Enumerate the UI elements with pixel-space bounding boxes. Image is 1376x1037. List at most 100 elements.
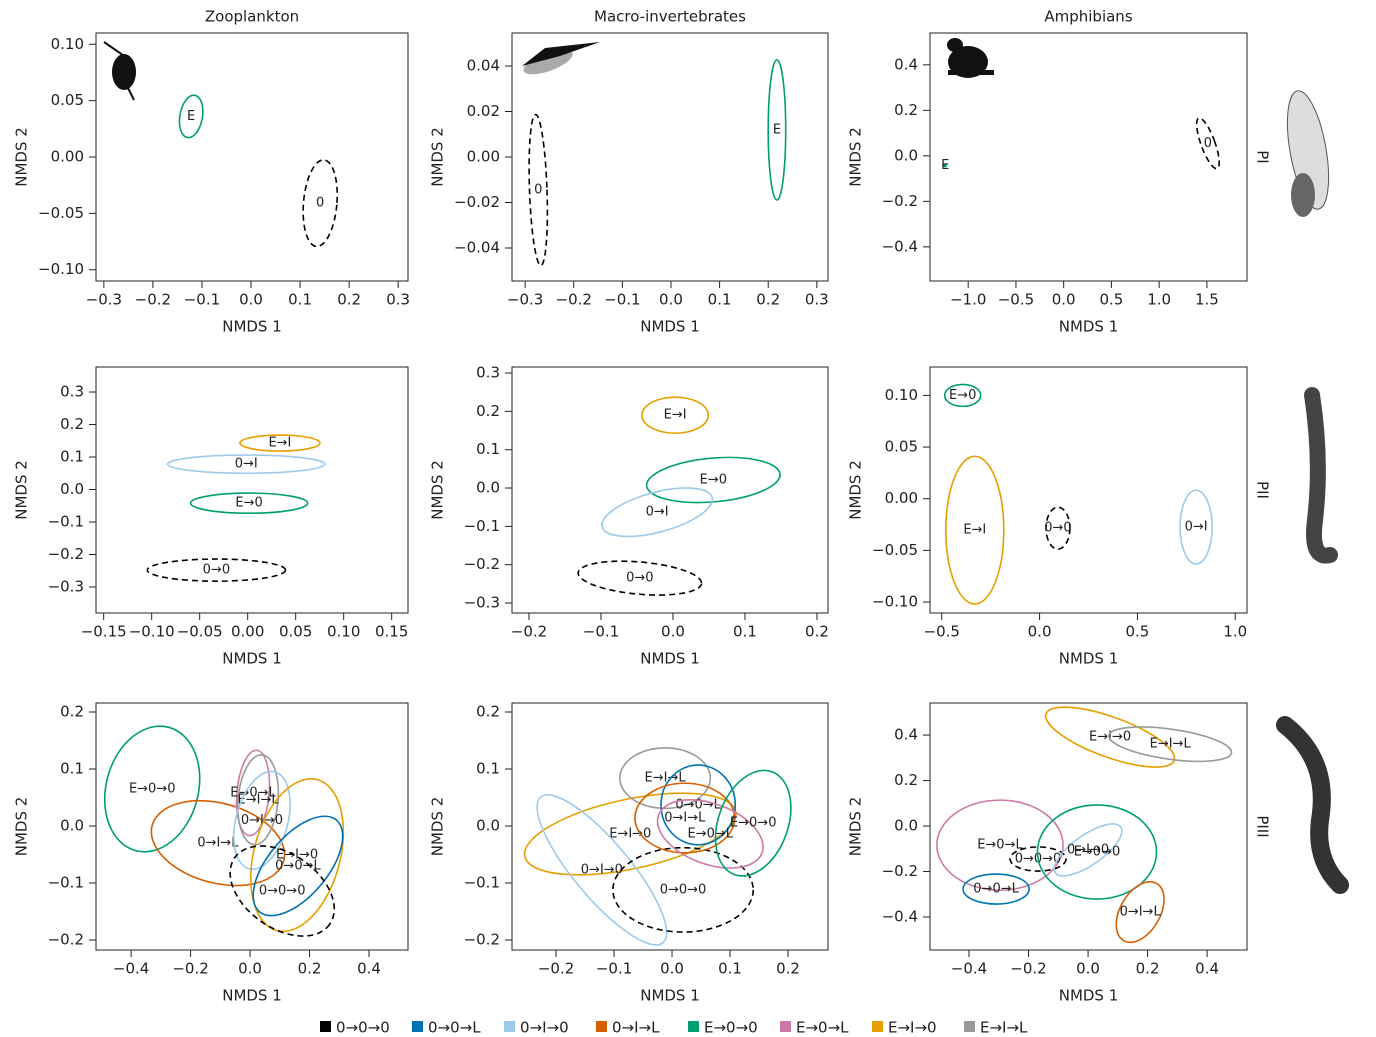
y-tick-label: 0.10 — [51, 35, 84, 53]
x-axis-label: NMDS 1 — [222, 318, 282, 336]
ellipse-label: 0→I→L — [1120, 905, 1162, 920]
x-tick-label: −0.10 — [129, 623, 175, 641]
x-tick-label: 0.5 — [1099, 291, 1123, 309]
ellipse-label: 0→0→0 — [660, 882, 707, 897]
ellipse-label: E→0 — [700, 472, 727, 487]
ellipse-label: 0 — [316, 196, 324, 211]
x-tick-label: 0.4 — [1195, 960, 1219, 978]
legend-swatch — [412, 1021, 423, 1032]
x-tick-label: 0.2 — [337, 291, 361, 309]
y-tick-label: −0.1 — [464, 517, 500, 535]
y-tick-label: 0.1 — [60, 448, 84, 466]
ellipse-label: E→I — [664, 408, 687, 423]
ellipse — [936, 799, 1064, 891]
x-tick-label: 0.0 — [1052, 291, 1076, 309]
x-tick-label: −0.1 — [596, 960, 632, 978]
y-tick-label: 0.05 — [885, 438, 918, 456]
x-axis-label: NMDS 1 — [1059, 318, 1119, 336]
x-tick-label: −0.5 — [998, 291, 1034, 309]
ellipse — [577, 560, 703, 596]
ellipse-label: E→I — [268, 436, 291, 451]
ellipse — [645, 456, 781, 504]
ellipse — [252, 815, 344, 917]
plot-frame — [929, 366, 1248, 614]
y-tick-label: 0.02 — [467, 102, 500, 120]
x-tick-label: −0.4 — [951, 960, 987, 978]
ellipse-label: E — [773, 122, 781, 137]
x-axis-label: NMDS 1 — [640, 650, 700, 668]
ellipse-label: E — [187, 109, 195, 124]
ellipse — [943, 163, 947, 168]
ellipse-label: 0→I→L — [197, 836, 239, 851]
x-axis-label: NMDS 1 — [222, 650, 282, 668]
ellipse-label: 0 — [1204, 136, 1212, 151]
ellipse-label: E→0→0 — [730, 816, 777, 831]
ellipse-label: E — [941, 158, 949, 173]
x-tick-label: −0.3 — [86, 291, 122, 309]
ellipse — [641, 396, 710, 435]
ellipse-label: 0→I — [1185, 520, 1208, 535]
legend-swatch — [872, 1021, 883, 1032]
x-tick-label: −1.0 — [950, 291, 986, 309]
y-tick-label: 0.3 — [60, 383, 84, 401]
legend-swatch — [780, 1021, 791, 1032]
x-tick-label: 0.2 — [1136, 960, 1160, 978]
ellipse-label: E→0→L — [688, 826, 734, 841]
legend-swatch — [596, 1021, 607, 1032]
ellipse — [1053, 823, 1123, 877]
x-axis-label: NMDS 1 — [1059, 650, 1119, 668]
y-tick-label: 0.0 — [894, 817, 918, 835]
x-tick-label: 1.0 — [1147, 291, 1171, 309]
ellipse-label: E→0→0 — [1074, 844, 1121, 859]
x-tick-label: −0.2 — [556, 291, 592, 309]
ellipse — [178, 94, 204, 139]
ellipse — [714, 769, 792, 877]
legend-swatch — [688, 1021, 699, 1032]
y-tick-label: 0.00 — [885, 489, 918, 507]
y-tick-label: −0.1 — [464, 874, 500, 892]
ellipse — [601, 487, 714, 538]
y-tick-label: 0.04 — [467, 56, 500, 74]
y-tick-label: 0.0 — [60, 817, 84, 835]
x-axis-label: NMDS 1 — [1059, 987, 1119, 1005]
x-tick-label: 0.2 — [776, 960, 800, 978]
x-tick-label: 0.0 — [238, 960, 262, 978]
y-tick-label: 0.2 — [476, 703, 500, 721]
x-tick-label: 0.1 — [708, 291, 732, 309]
ellipse-label: 0→I→0 — [581, 862, 623, 877]
x-tick-label: −0.1 — [583, 623, 619, 641]
x-tick-label: 0.2 — [756, 291, 780, 309]
x-tick-label: 0.1 — [733, 623, 757, 641]
y-tick-label: 0.05 — [51, 91, 84, 109]
ellipse — [612, 846, 755, 933]
legend-label: E→0→0 — [704, 1019, 758, 1037]
y-tick-label: −0.2 — [464, 931, 500, 949]
y-axis-label: NMDS 2 — [429, 797, 447, 857]
x-tick-label: −0.2 — [511, 623, 547, 641]
y-tick-label: −0.05 — [38, 204, 84, 222]
y-tick-label: 0.4 — [894, 55, 918, 73]
y-tick-label: −0.4 — [882, 908, 918, 926]
panel-title: Amphibians — [1044, 8, 1132, 26]
ellipse-label: E→0→L — [977, 838, 1023, 853]
ellipse-label: E→0→0 — [129, 781, 176, 796]
y-tick-label: 0.3 — [476, 364, 500, 382]
ellipse — [634, 782, 736, 854]
y-tick-label: 0.2 — [60, 415, 84, 433]
ellipse — [945, 455, 1005, 605]
ellipse — [1036, 804, 1158, 900]
ellipse — [656, 799, 764, 869]
legend-label: 0→0→L — [428, 1019, 481, 1037]
ellipse — [943, 383, 982, 408]
x-tick-label: 0.0 — [1076, 960, 1100, 978]
y-axis-label: NMDS 2 — [847, 127, 865, 187]
x-tick-label: −0.2 — [1010, 960, 1046, 978]
ellipse-label: 0→I→L — [664, 811, 706, 826]
plot-frame — [511, 702, 829, 951]
row-label: PI — [1254, 150, 1272, 163]
y-tick-label: 0.2 — [60, 703, 84, 721]
x-tick-label: 0.3 — [805, 291, 829, 309]
ellipse — [166, 454, 326, 475]
y-tick-label: −0.2 — [464, 555, 500, 573]
tadpole-drawing — [1286, 90, 1330, 217]
